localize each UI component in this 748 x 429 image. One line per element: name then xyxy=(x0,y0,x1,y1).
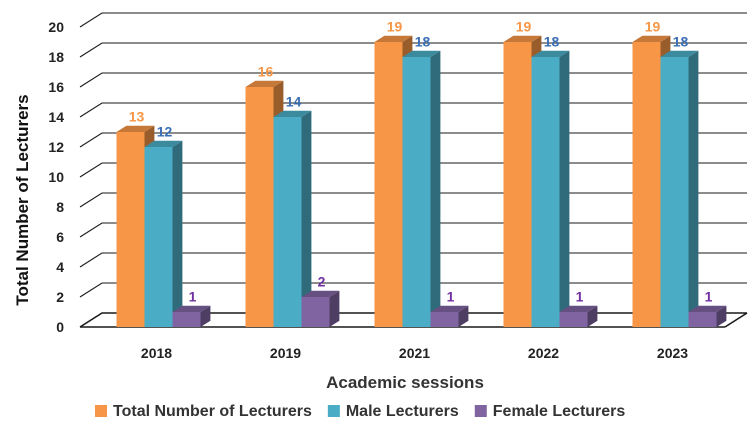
female-lecturers-label: 1 xyxy=(447,289,455,305)
y-tick-label: 18 xyxy=(48,49,64,65)
y-tick-label: 2 xyxy=(56,289,64,305)
y-tick-label: 4 xyxy=(56,259,64,275)
legend-label: Male Lecturers xyxy=(346,403,459,420)
legend-swatch xyxy=(327,405,340,417)
x-axis-label: Academic sessions xyxy=(326,373,484,392)
bars xyxy=(116,35,727,327)
y-tick-label: 8 xyxy=(56,199,64,215)
male-lecturers-bar xyxy=(402,50,441,327)
x-tick-label: 2019 xyxy=(270,345,301,361)
male-lecturers-label: 12 xyxy=(157,124,173,140)
total-lecturers-label: 13 xyxy=(129,109,145,125)
female-lecturers-bar xyxy=(172,305,211,327)
male-lecturers-label: 18 xyxy=(544,34,560,50)
female-lecturers-bar xyxy=(688,305,727,327)
female-lecturers-bar xyxy=(301,290,340,327)
total-lecturers-label: 19 xyxy=(387,19,403,35)
legend-swatch xyxy=(95,405,107,417)
x-axis-ticks: 2018 2019 2021 2022 2023 xyxy=(141,345,688,361)
x-tick-label: 2021 xyxy=(399,345,430,361)
legend-item: Male Lecturers xyxy=(327,403,459,420)
legend-label: Female Lecturers xyxy=(493,403,626,420)
y-axis-label: Total Number of Lecturers xyxy=(13,94,32,305)
legend-item: Total Number of Lecturers xyxy=(95,403,312,420)
male-lecturers-label: 14 xyxy=(286,94,302,110)
male-lecturers-bar xyxy=(531,50,570,327)
floor-edge xyxy=(724,312,748,328)
data-labels: 13 12 1 16 14 2 19 18 1 19 18 1 19 18 1 xyxy=(129,19,713,305)
y-tick-label: 16 xyxy=(48,79,64,95)
y-tick-label: 10 xyxy=(48,169,64,185)
y-tick-label: 20 xyxy=(48,19,64,35)
male-lecturers-bar xyxy=(660,50,699,327)
female-lecturers-bar xyxy=(430,305,469,327)
female-lecturers-bar xyxy=(559,305,598,327)
legend-swatch xyxy=(474,405,487,417)
female-lecturers-label: 1 xyxy=(705,289,713,305)
x-tick-label: 2018 xyxy=(141,345,172,361)
y-axis-ticks: 0 2 4 6 8 10 12 14 16 18 20 xyxy=(48,19,64,335)
male-lecturers-bar xyxy=(273,110,312,327)
y-tick-label: 14 xyxy=(48,109,64,125)
female-lecturers-label: 2 xyxy=(318,274,326,290)
male-lecturers-label: 18 xyxy=(673,34,689,50)
male-lecturers-bar xyxy=(144,140,183,327)
legend: Total Number of Lecturers Male Lecturers F… xyxy=(95,403,625,420)
female-lecturers-label: 1 xyxy=(576,289,584,305)
y-tick-label: 12 xyxy=(48,139,64,155)
x-tick-label: 2022 xyxy=(528,345,559,361)
total-lecturers-label: 19 xyxy=(645,19,661,35)
female-lecturers-label: 1 xyxy=(189,289,197,305)
gridline xyxy=(79,12,747,28)
total-lecturers-label: 19 xyxy=(516,19,532,35)
y-tick-label: 0 xyxy=(56,319,64,335)
total-lecturers-label: 16 xyxy=(258,64,274,80)
y-tick-label: 6 xyxy=(56,229,64,245)
legend-item: Female Lecturers xyxy=(474,403,626,420)
male-lecturers-label: 18 xyxy=(415,34,431,50)
legend-label: Total Number of Lecturers xyxy=(113,403,312,420)
x-tick-label: 2023 xyxy=(657,345,688,361)
